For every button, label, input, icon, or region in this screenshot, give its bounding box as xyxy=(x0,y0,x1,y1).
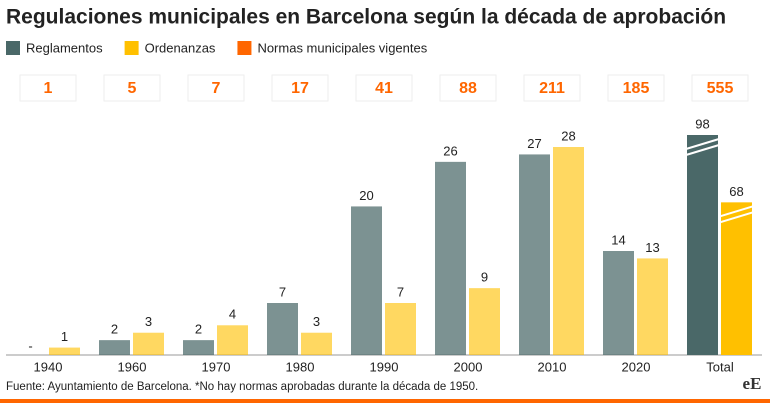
bar xyxy=(721,202,752,355)
total-label: 5 xyxy=(128,80,137,97)
value-label: 14 xyxy=(611,232,625,247)
footnote: Fuente: Ayuntamiento de Barcelona. *No h… xyxy=(6,381,478,393)
bar xyxy=(267,303,298,355)
bar xyxy=(637,258,668,355)
bar xyxy=(217,325,248,355)
total-box xyxy=(271,74,329,102)
value-label: 20 xyxy=(359,188,373,203)
x-tick-label: 1940 xyxy=(34,359,63,374)
logo: eE xyxy=(743,374,762,393)
total-box xyxy=(691,74,749,102)
total-label: 88 xyxy=(459,80,477,97)
bar xyxy=(469,288,500,355)
value-label: 7 xyxy=(397,284,404,299)
x-tick-label: 1960 xyxy=(118,359,147,374)
value-label: 2 xyxy=(195,322,202,337)
value-label: 27 xyxy=(527,136,541,151)
total-label: 211 xyxy=(539,80,565,97)
bar xyxy=(351,206,382,355)
bar xyxy=(553,147,584,355)
value-label: 7 xyxy=(279,284,286,299)
bar xyxy=(133,332,164,355)
value-label: - xyxy=(28,338,32,353)
value-label: 28 xyxy=(561,128,575,143)
value-label: 4 xyxy=(229,307,236,322)
total-label: 555 xyxy=(707,80,734,97)
x-tick-label: 1980 xyxy=(286,359,315,374)
bar xyxy=(99,340,130,355)
axis-break xyxy=(685,144,720,156)
axis-break xyxy=(685,138,720,150)
bar xyxy=(435,161,466,355)
total-label: 7 xyxy=(212,80,221,97)
value-label: 1 xyxy=(61,329,68,344)
x-tick-label: 2020 xyxy=(622,359,651,374)
total-label: 185 xyxy=(623,80,650,97)
bar xyxy=(301,332,332,355)
legend-label: Ordenanzas xyxy=(145,40,216,55)
footer-rule xyxy=(0,399,770,403)
legend-swatch xyxy=(6,41,20,55)
legend-swatch xyxy=(237,41,252,55)
total-box xyxy=(187,74,245,102)
axis-break xyxy=(719,205,754,218)
bar xyxy=(687,135,718,355)
total-label: 1 xyxy=(44,80,53,97)
legend-swatch xyxy=(124,41,139,55)
x-tick-label: 2010 xyxy=(538,359,567,374)
value-label: 9 xyxy=(481,270,488,285)
total-box xyxy=(523,74,581,102)
legend-label: Reglamentos xyxy=(26,40,103,55)
total-box xyxy=(19,74,77,102)
value-label: 68 xyxy=(729,184,743,199)
value-label: 26 xyxy=(443,143,457,158)
axis-break xyxy=(719,211,754,224)
total-box xyxy=(355,74,413,102)
total-box xyxy=(439,74,497,102)
x-tick-label: Total xyxy=(706,359,734,374)
value-label: 13 xyxy=(645,240,659,255)
x-tick-label: 1970 xyxy=(202,359,231,374)
value-label: 98 xyxy=(695,116,709,131)
total-label: 17 xyxy=(291,80,309,97)
x-tick-label: 2000 xyxy=(454,359,483,374)
bar xyxy=(49,347,80,355)
total-box xyxy=(607,74,665,102)
total-box xyxy=(103,74,161,102)
legend-label: Normas municipales vigentes xyxy=(257,40,427,55)
chart-title: Regulaciones municipales en Barcelona se… xyxy=(6,6,726,29)
bar xyxy=(519,154,550,355)
value-label: 3 xyxy=(313,314,320,329)
value-label: 3 xyxy=(145,314,152,329)
bar xyxy=(385,303,416,355)
value-label: 2 xyxy=(111,322,118,337)
total-label: 41 xyxy=(375,80,393,97)
bar xyxy=(183,340,214,355)
bar xyxy=(603,251,634,355)
x-tick-label: 1990 xyxy=(370,359,399,374)
